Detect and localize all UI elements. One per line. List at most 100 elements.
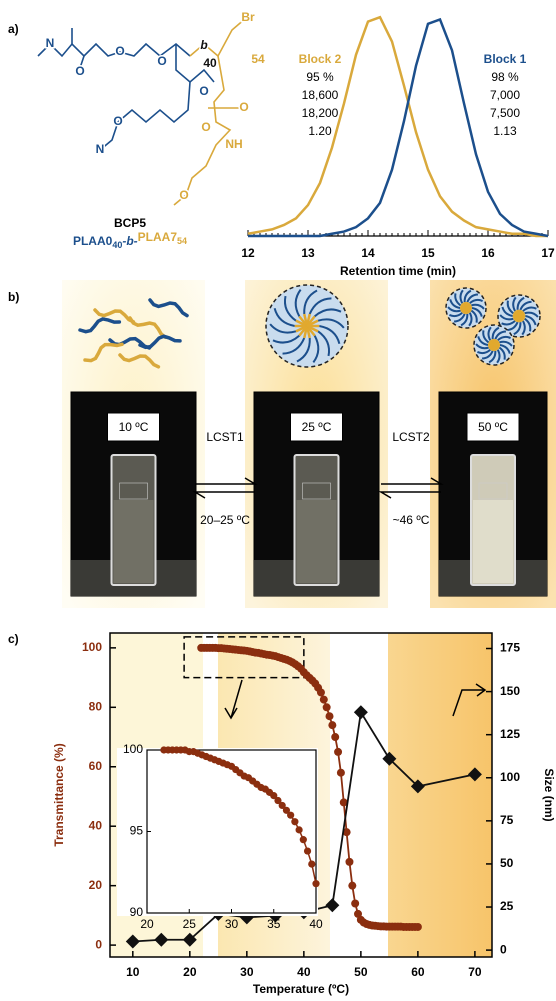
corona-chain — [491, 326, 500, 340]
corona-chain — [524, 311, 539, 318]
y2-tick-label: 25 — [500, 899, 514, 913]
corona-chain — [282, 337, 306, 355]
marker — [316, 688, 325, 697]
marker — [336, 768, 345, 777]
band — [388, 633, 492, 957]
cuvette-liquid — [473, 500, 513, 583]
curve — [248, 17, 549, 238]
x-axis-title: Retention time (min) — [340, 264, 456, 278]
corona-chain — [448, 311, 463, 318]
marker — [353, 705, 368, 720]
eq-arrow — [378, 491, 441, 499]
y-tick-label: 20 — [89, 878, 103, 892]
marker — [339, 798, 348, 807]
inset-x-tick-label: 30 — [225, 917, 239, 931]
atom-label: O — [201, 120, 210, 134]
corona-chain — [475, 343, 489, 350]
marker — [342, 828, 351, 837]
corona-chain — [497, 335, 512, 342]
corona-chain — [499, 344, 511, 354]
inset-marker — [282, 806, 291, 814]
inset-x-tick-label: 25 — [183, 917, 197, 931]
annotation: 95 % — [306, 70, 334, 84]
atom-label: 40 — [203, 56, 217, 70]
marker — [413, 922, 422, 931]
corona-chain — [519, 300, 532, 311]
atom-label: O — [75, 64, 84, 78]
marker — [154, 932, 169, 947]
corona-chain — [476, 348, 491, 355]
atom-label: Br — [241, 10, 255, 24]
x-tick-label: 15 — [421, 246, 435, 260]
inset-y-tick-label: 90 — [130, 905, 144, 919]
formula-part: 40 — [112, 240, 122, 250]
corona-chain — [453, 313, 466, 323]
corona-chain — [319, 325, 341, 344]
legend-label: Block 1 — [484, 52, 527, 66]
corona-chain — [449, 299, 461, 309]
marker — [125, 934, 140, 949]
inset-marker — [295, 826, 303, 834]
corona-chain — [269, 323, 297, 334]
temperature-label: 10 ºC — [119, 420, 149, 434]
x-tick-label: 50 — [354, 965, 368, 979]
plot-frame — [109, 632, 493, 958]
chemical-structure — [37, 17, 247, 206]
legend-label: Block 2 — [299, 52, 342, 66]
inset-marker — [278, 801, 286, 810]
x-axis-title: Temperature (ºC) — [253, 982, 349, 996]
marker — [351, 899, 360, 908]
marker — [331, 733, 340, 742]
corona-chain — [477, 336, 489, 346]
corona-chain — [524, 317, 532, 332]
cuvette-label — [478, 482, 508, 500]
bond — [99, 81, 191, 151]
corona-chain — [521, 320, 526, 336]
compound-formula: PLAA040-b-PLAA754 — [73, 230, 187, 250]
marker — [334, 747, 343, 756]
temperature-label: 50 ºC — [478, 420, 508, 434]
y2-tick-label: 125 — [500, 727, 520, 741]
cuvette-label — [119, 482, 148, 500]
corona-chain — [512, 296, 517, 312]
pointer-arrow — [452, 683, 487, 717]
inset-marker — [312, 880, 320, 888]
transition-label: LCST2 — [392, 430, 430, 444]
temp-box — [107, 412, 160, 442]
transition-range: ~46 ºC — [393, 513, 430, 527]
atom-label: O — [199, 84, 208, 98]
temperature-label: 25 ºC — [302, 420, 332, 434]
inset-x-tick-label: 40 — [309, 917, 323, 931]
cuvette-liquid — [113, 500, 154, 583]
corona-chain — [463, 289, 472, 303]
formula-part: PLAA7 — [138, 230, 178, 244]
corona-chain — [488, 350, 497, 364]
corona-chain — [471, 303, 485, 310]
corona-chain — [487, 326, 492, 341]
cuvette-label — [302, 482, 331, 500]
polymer-chain — [78, 317, 122, 334]
atom-label: O — [239, 100, 248, 114]
corona-chain — [460, 313, 469, 327]
y-tick-label: 60 — [89, 759, 103, 773]
bond — [79, 55, 85, 69]
marker — [319, 695, 328, 704]
panel-label: c) — [8, 632, 19, 646]
x-tick-label: 14 — [361, 246, 375, 260]
x-tick-label: 30 — [240, 965, 254, 979]
atom-label: O — [179, 188, 188, 202]
polymer-chain — [138, 334, 182, 350]
annotation: 7,000 — [490, 88, 520, 102]
backbone-bond — [37, 42, 191, 58]
atom-label: N — [46, 36, 55, 50]
x-tick-label: 70 — [468, 965, 482, 979]
corona-chain — [447, 306, 461, 313]
corona-chain — [303, 289, 318, 315]
x-tick-label: 12 — [241, 246, 255, 260]
annotation: 18,600 — [302, 88, 339, 102]
marker — [325, 898, 340, 913]
corona-chain — [272, 334, 300, 344]
formula-part: PLAA0 — [73, 234, 113, 248]
corona-chain — [294, 289, 302, 317]
core-chain — [493, 341, 500, 347]
